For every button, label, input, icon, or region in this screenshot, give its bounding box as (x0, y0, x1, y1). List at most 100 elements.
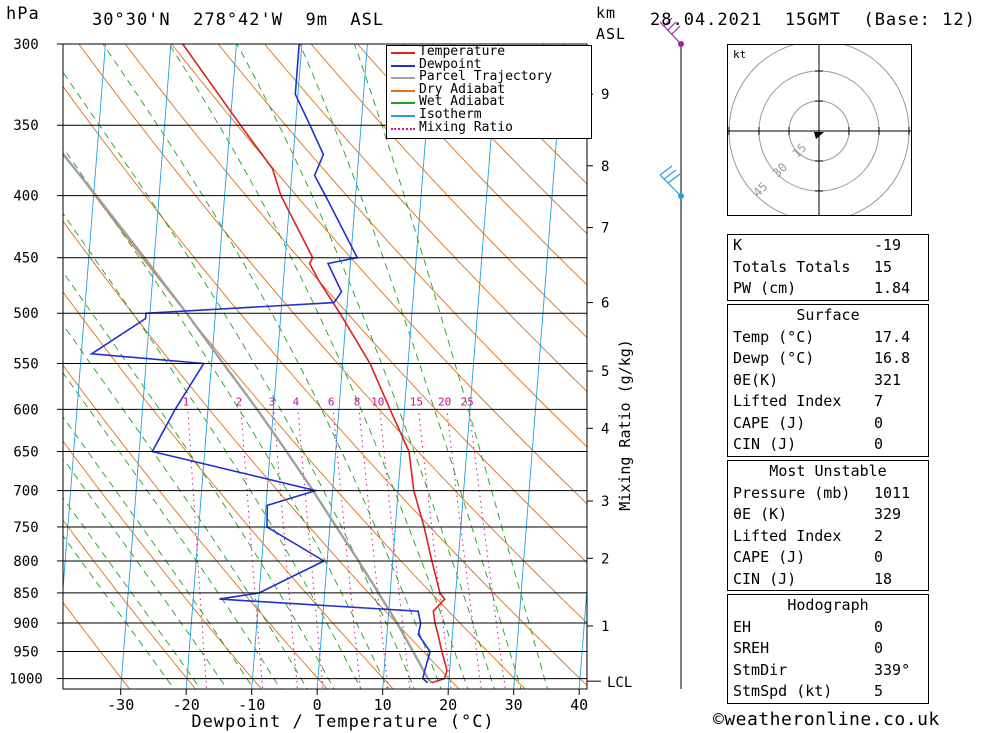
hodograph-ring-label: 30 (770, 160, 790, 180)
legend-swatch (391, 52, 415, 54)
km-tick-label: 5 (601, 364, 609, 380)
precipitable-water-row: PW (cm) 1.84 (733, 279, 911, 297)
most-unstable-title: Most Unstable (769, 462, 887, 480)
pressure-tick-label: 500 (13, 306, 38, 322)
wind-barb (659, 165, 682, 197)
mixing-ratio-label: 15 (410, 395, 423, 408)
km-tick-label: 4 (601, 421, 609, 437)
most-unstable-row: CAPE (J) 0 (733, 548, 884, 566)
pressure-tick-label: 950 (13, 645, 38, 661)
hodograph-unit: kt (733, 48, 746, 61)
pressure-tick-label: 700 (13, 484, 38, 500)
dry-adiabat (310, 44, 587, 339)
pressure-tick-label: 850 (13, 586, 38, 602)
legend-wet-adiabat: Wet Adiabat (387, 95, 591, 109)
legend-parcel: Parcel Trajectory (387, 70, 591, 84)
legend-temperature: Temperature (387, 45, 591, 59)
wet-adiabat (63, 71, 415, 689)
totals-totals-row: Totals Totals 15 (733, 257, 893, 276)
km-tick-label: 7 (601, 221, 609, 237)
legend-swatch (391, 114, 415, 117)
km-tick-label: 6 (601, 296, 609, 312)
wet-adiabat (63, 416, 255, 689)
isotherm (251, 44, 303, 689)
pressure-tick-label: 1000 (9, 672, 43, 688)
mixing-ratio-line (273, 409, 298, 689)
temperature-tick-label: 10 (374, 696, 392, 714)
km-tick-label: 2 (601, 551, 609, 567)
mixing-ratio-label: 10 (371, 395, 384, 408)
hodograph-ring-label: 15 (789, 140, 809, 160)
surface-title: Surface (796, 306, 860, 324)
copyright-footer[interactable]: ©weatheronline.co.uk (713, 709, 940, 730)
dry-adiabat (63, 519, 197, 689)
pressure-tick-label: 800 (13, 554, 38, 570)
legend-mixing-ratio: Mixing Ratio (387, 121, 591, 135)
wet-adiabat (63, 535, 175, 689)
hodograph-row: EH 0 (733, 617, 884, 636)
hodograph-row: StmSpd (kt) 5 (733, 682, 884, 700)
dry-adiabat (171, 44, 587, 505)
pressure-tick-label: 450 (13, 251, 38, 267)
wet-adiabat (63, 457, 228, 689)
surface-row: Dewp (°C) 16.8 (733, 349, 911, 367)
wet-adiabat (63, 271, 335, 689)
dry-adiabat (124, 44, 587, 564)
dry-adiabat (63, 601, 131, 689)
hodograph-row: SREH 0 (733, 639, 884, 657)
mixing-ratio-line (468, 409, 506, 689)
wet-adiabat (102, 44, 442, 689)
wet-adiabat (63, 371, 281, 689)
hodograph-table: Hodograph EH 0 SREH 0 StmDir 339° StmSpd (k… (727, 594, 929, 704)
isotherm (382, 44, 434, 689)
wet-adiabat (354, 44, 548, 689)
pressure-tick-label: 350 (13, 118, 38, 134)
wet-adiabat (63, 146, 389, 689)
pressure-tick-label: 600 (13, 402, 38, 418)
hodograph-row: StmDir 339° (733, 660, 911, 679)
surface-row: CAPE (J) 0 (733, 413, 884, 432)
dry-adiabat (63, 440, 263, 689)
temperature-tick-label: -10 (238, 696, 265, 714)
dry-adiabat (78, 44, 587, 624)
km-tick-label: 1 (601, 619, 609, 635)
mixing-ratio-line (446, 409, 482, 689)
temperature-tick-label: 30 (505, 696, 523, 714)
surface-row: Temp (°C) 17.4 (733, 327, 911, 346)
surface-row: θE(K) 321 (733, 370, 902, 389)
dry-adiabat (403, 44, 587, 235)
lcl-label: LCL (607, 675, 632, 691)
mixing-ratio-line (187, 409, 208, 689)
mixing-ratio-axis-label: Mixing Ratio (g/kg) (616, 339, 634, 511)
indices-panel: K -19 Totals Totals 15 PW (cm) 1.84 (727, 234, 929, 301)
series-parcel-trajectory (63, 152, 433, 684)
dry-adiabat (264, 44, 587, 393)
most-unstable-row: Lifted Index 2 (733, 526, 884, 545)
pressure-tick-label: 900 (13, 616, 38, 632)
most-unstable-panel: Most Unstable Pressure (mb) 1011 θE (K) 32… (727, 460, 929, 591)
chart-legend: Temperature Dewpoint Parcel Trajectory D… (386, 45, 592, 139)
legend-swatch (391, 127, 415, 130)
mixing-ratio-label: 3 (268, 395, 275, 408)
x-axis-label: Dewpoint / Temperature (°C) (191, 712, 494, 732)
km-tick-label: 3 (601, 494, 609, 510)
legend-swatch (391, 64, 415, 67)
pressure-tick-label: 550 (13, 356, 38, 372)
sounding-datetime: 28.04.2021 15GMT (Base: 12) (650, 10, 976, 30)
most-unstable-row: θE (K) 329 (733, 505, 902, 523)
km-tick-label: 9 (601, 87, 609, 103)
wet-adiabat (63, 497, 202, 689)
legend-swatch (391, 102, 415, 105)
mixing-ratio-label: 20 (438, 395, 451, 408)
series-dewpoint (89, 44, 431, 684)
most-unstable-row: CIN (J) 18 (733, 569, 893, 588)
surface-row: CIN (J) 0 (733, 435, 884, 453)
pressure-tick-label: 750 (13, 520, 38, 536)
wet-adiabat (299, 44, 522, 689)
pressure-unit: hPa (6, 4, 40, 24)
km-tick-label: 8 (601, 159, 609, 175)
hodograph-panel: kt 15 30 45 (727, 40, 912, 222)
height-unit-sub: ASL (596, 25, 627, 43)
isotherm (447, 44, 499, 689)
pressure-tick-label: 400 (13, 189, 38, 205)
